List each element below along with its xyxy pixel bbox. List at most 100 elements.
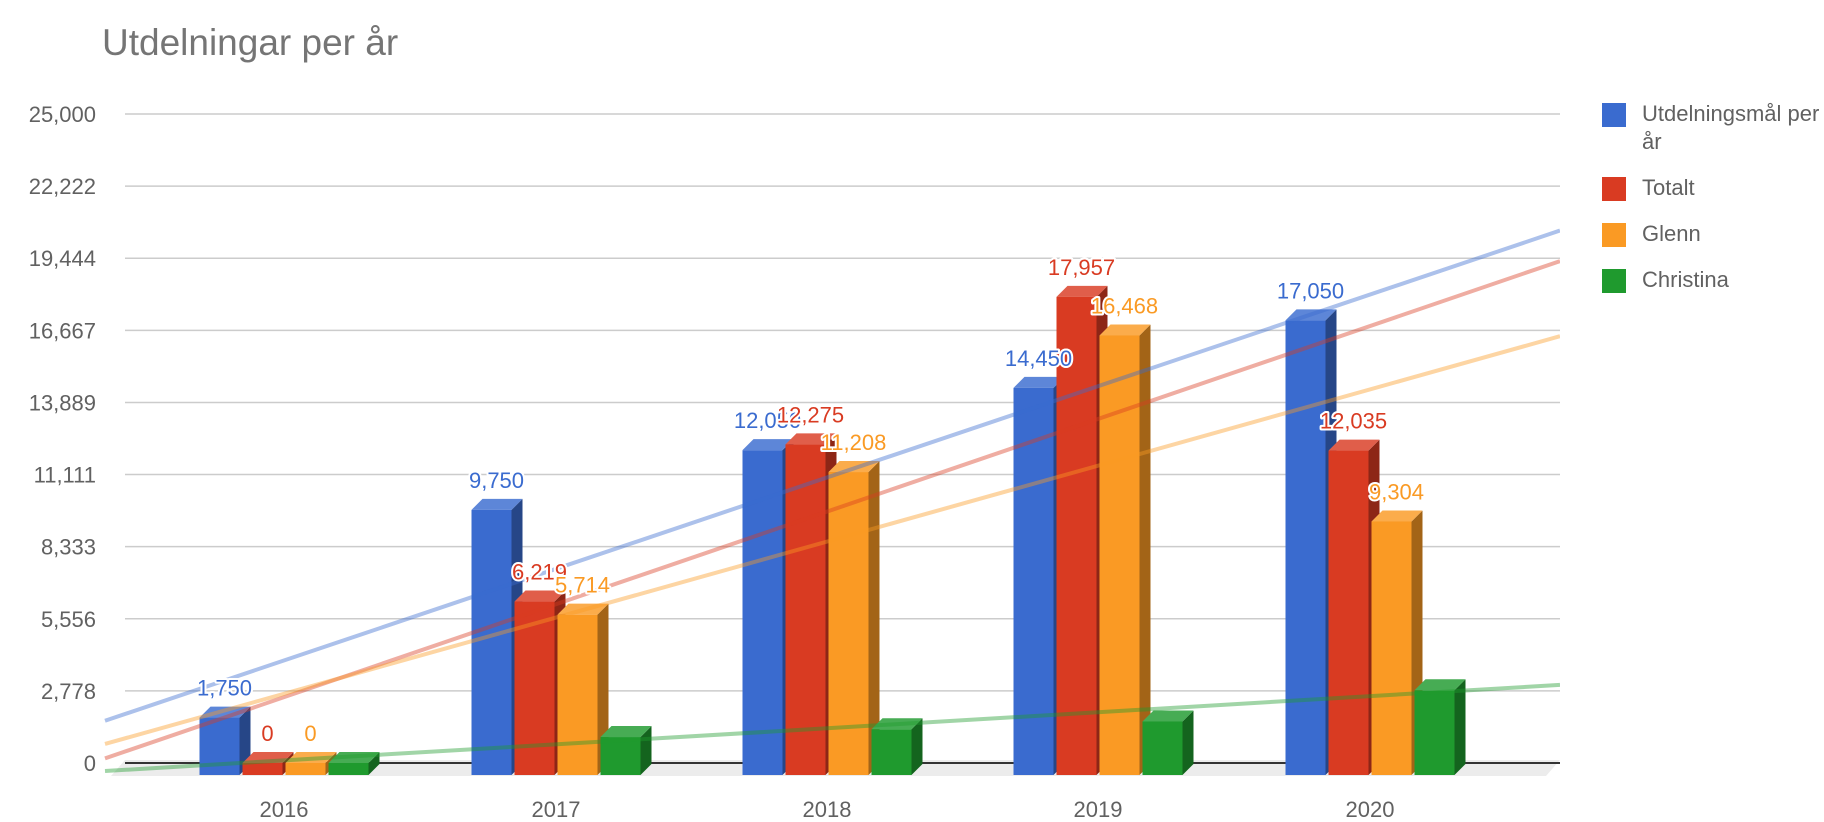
bar-top: [557, 603, 609, 615]
bar-front: [828, 472, 869, 775]
bar-top: [828, 461, 880, 473]
bar-side: [911, 718, 923, 775]
legend-swatch: [1602, 269, 1626, 293]
data-label: 6,219: [512, 560, 567, 585]
y-tick-label: 2,778: [41, 679, 96, 704]
bar-front: [1142, 721, 1183, 775]
x-tick-label: 2019: [1074, 797, 1123, 822]
bar-top: [1013, 376, 1065, 388]
x-axis-tick-labels: 2016 2017 2018 2019 2020: [260, 797, 1395, 822]
bar-top: [871, 718, 923, 730]
data-label: 0: [304, 721, 316, 746]
bar: [328, 752, 380, 775]
legend-item[interactable]: Christina: [1602, 266, 1824, 294]
x-tick-label: 2017: [532, 797, 581, 822]
data-label: 17,957: [1048, 255, 1115, 280]
legend-item[interactable]: Totalt: [1602, 174, 1824, 202]
data-label: 1,750: [197, 676, 252, 701]
bar: [1371, 510, 1423, 775]
bar: [1414, 679, 1466, 775]
y-tick-label: 5,556: [41, 607, 96, 632]
bar-front: [242, 763, 283, 775]
trendline: [104, 682, 1560, 773]
y-tick-label: 16,667: [29, 318, 96, 343]
bar-front: [1056, 296, 1097, 775]
legend-label: Christina: [1642, 267, 1729, 292]
data-label: 0: [261, 721, 273, 746]
bar-front: [1099, 335, 1140, 775]
y-tick-label: 22,222: [29, 174, 96, 199]
bar-front: [285, 763, 326, 775]
bar: [828, 461, 880, 775]
data-label: 17,050: [1277, 278, 1344, 303]
legend-item[interactable]: Glenn: [1602, 220, 1824, 248]
y-tick-label: 19,444: [29, 246, 96, 271]
trendline: [104, 259, 1560, 761]
y-tick-label: 8,333: [41, 535, 96, 560]
bar-side: [1182, 710, 1194, 775]
bar: [871, 718, 923, 775]
trendline: [104, 334, 1560, 746]
bar-top: [285, 752, 337, 763]
bar-top: [199, 706, 251, 718]
bar-top: [242, 752, 294, 763]
legend-swatch: [1602, 223, 1626, 247]
bar-top: [471, 498, 523, 510]
data-label: 14,450: [1005, 346, 1072, 371]
bar-front: [600, 737, 641, 775]
data-label: 12,035: [1320, 409, 1387, 434]
bar-side: [368, 752, 380, 775]
bar: [1142, 710, 1194, 775]
legend-label: Utdelningsmål per år: [1642, 101, 1820, 154]
y-tick-label: 11,111: [34, 463, 96, 488]
bar-front: [1414, 690, 1455, 775]
y-axis-tick-labels: 0 2,778 5,556 8,333 11,111 13,889 16,667 19,444…: [29, 102, 96, 776]
bar-front: [328, 763, 369, 775]
bar-front: [1013, 387, 1054, 775]
bar-top: [1328, 439, 1380, 451]
bar-front: [1371, 521, 1412, 775]
data-label: 5,714: [555, 573, 610, 598]
bar-side: [868, 461, 880, 775]
data-label: 11,208: [821, 430, 887, 455]
data-label: 9,750: [469, 468, 524, 493]
bar: [1285, 309, 1337, 775]
legend-item[interactable]: Utdelningsmål per år: [1602, 100, 1824, 156]
bar: [471, 498, 523, 775]
data-label: 16,468: [1091, 293, 1158, 318]
bar: [1099, 324, 1151, 775]
bar: [785, 433, 837, 775]
bar-top: [600, 726, 652, 738]
bar-front: [471, 509, 512, 775]
bar-top: [1099, 324, 1151, 336]
bar-top: [785, 433, 837, 445]
trendlines: [104, 228, 1560, 773]
bar-top: [1142, 710, 1194, 722]
bar-front: [557, 614, 598, 775]
bar-front: [871, 729, 912, 775]
bar-top: [328, 752, 380, 763]
chart-title: Utdelningar per år: [102, 22, 399, 63]
bar-top: [742, 439, 794, 451]
bar-front: [1328, 450, 1369, 775]
y-tick-label: 25,000: [29, 102, 96, 127]
bar-side: [640, 726, 652, 775]
x-tick-label: 2020: [1346, 797, 1395, 822]
bar-front: [785, 444, 826, 775]
trendline: [104, 228, 1560, 723]
y-tick-label: 13,889: [29, 390, 96, 415]
legend-swatch: [1602, 177, 1626, 201]
bar-front: [742, 450, 783, 775]
bar-front: [1285, 320, 1326, 775]
legend-label: Totalt: [1642, 175, 1695, 200]
bar-top: [514, 590, 566, 602]
legend-label: Glenn: [1642, 221, 1701, 246]
bar-side: [1139, 324, 1151, 775]
bar: [600, 726, 652, 775]
bar-front: [514, 601, 555, 775]
legend-swatch: [1602, 103, 1626, 127]
bar-top: [1056, 285, 1108, 297]
x-tick-label: 2018: [803, 797, 852, 822]
